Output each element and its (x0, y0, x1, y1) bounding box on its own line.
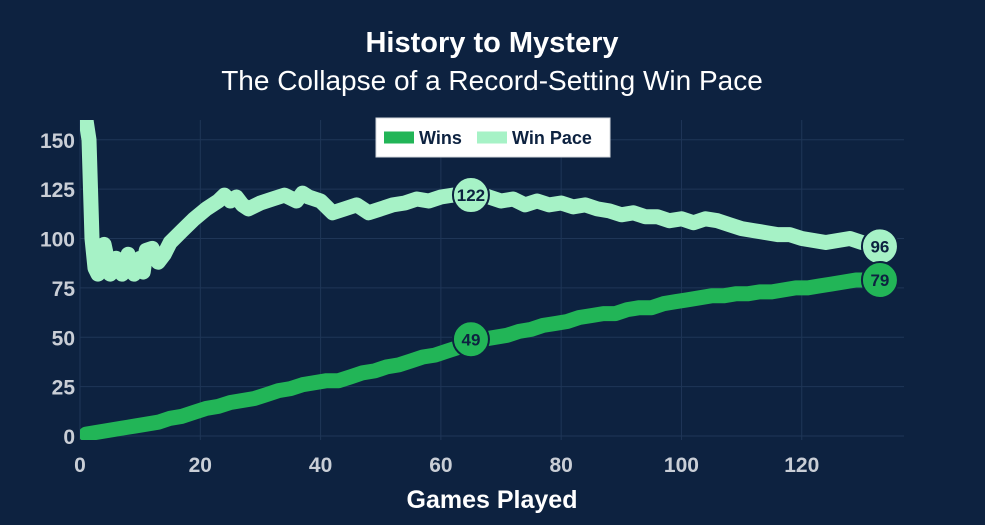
annotation-markers: 122 49 96 79 (451, 176, 899, 359)
y-tick-150: 150 (40, 130, 75, 153)
x-axis-ticks: 0 20 40 60 80 100 120 (74, 454, 819, 477)
chart-subtitle: The Collapse of a Record-Setting Win Pac… (221, 65, 763, 96)
x-tick-0: 0 (74, 454, 86, 477)
y-tick-25: 25 (52, 377, 76, 400)
x-tick-80: 80 (549, 454, 572, 477)
series-line-win-pace (80, 120, 888, 282)
marker-label-wins-49: 49 (461, 330, 480, 349)
x-tick-120: 120 (784, 454, 819, 477)
y-tick-50: 50 (52, 327, 75, 350)
x-tick-100: 100 (664, 454, 699, 477)
y-tick-100: 100 (40, 229, 75, 252)
y-axis-ticks: 0 25 50 75 100 125 150 (40, 130, 75, 449)
x-axis-title: Games Played (407, 486, 578, 514)
legend-label-win-pace[interactable]: Win Pace (512, 128, 592, 148)
marker-label-win-pace-122: 122 (457, 186, 485, 205)
marker-wins-49 (451, 320, 490, 359)
x-tick-20: 20 (189, 454, 212, 477)
y-tick-0: 0 (63, 426, 75, 449)
x-tick-60: 60 (429, 454, 452, 477)
marker-wins-79 (860, 261, 899, 299)
chart-title: History to Mystery (365, 27, 618, 59)
marker-label-wins-79: 79 (870, 271, 889, 290)
y-tick-75: 75 (52, 278, 76, 301)
y-tick-125: 125 (40, 179, 75, 202)
x-tick-40: 40 (309, 454, 332, 477)
legend[interactable]: Wins Win Pace (375, 117, 611, 158)
legend-label-wins[interactable]: Wins (419, 128, 462, 148)
marker-label-win-pace-96: 96 (870, 237, 889, 256)
marker-win-pace-122 (451, 176, 490, 215)
